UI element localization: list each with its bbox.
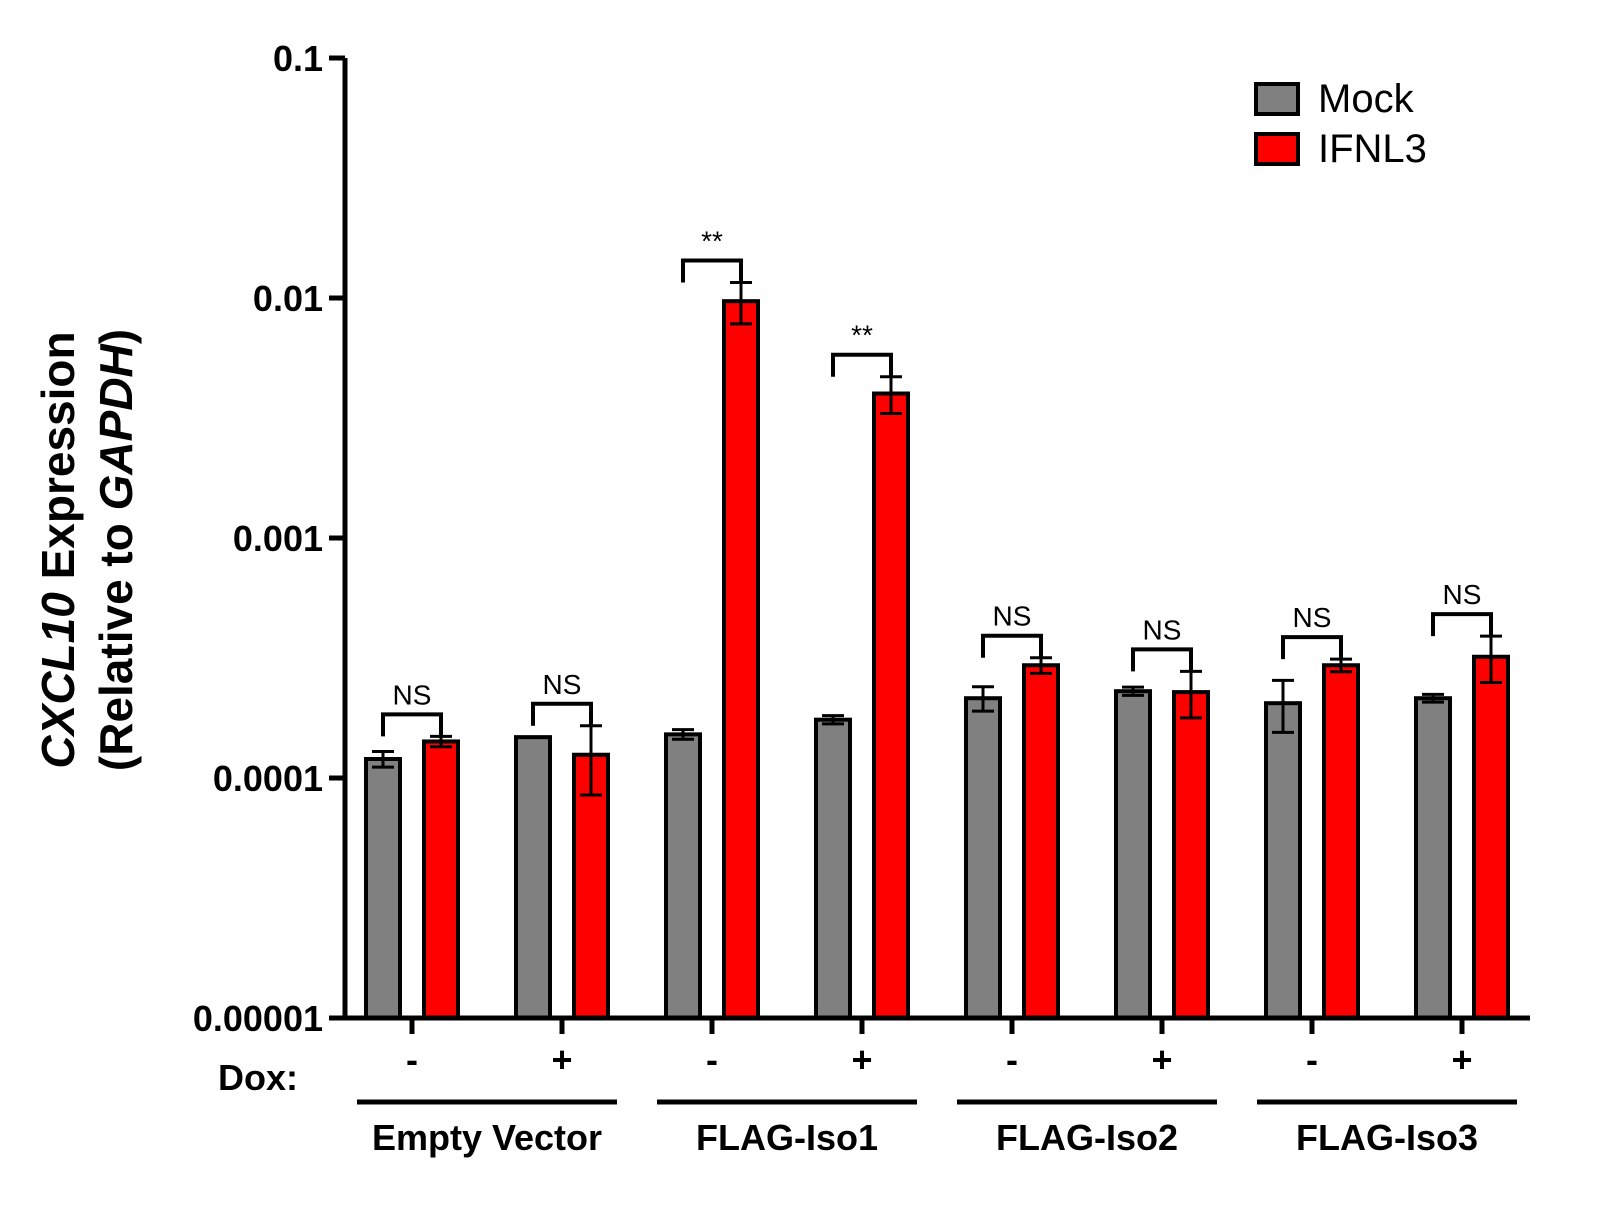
significance-label: NS (1143, 614, 1182, 645)
bar-ifnl3 (422, 739, 460, 1020)
bar-mock (514, 735, 552, 1021)
y-axis-title-line1: CXCL10 Expression (32, 331, 84, 768)
bar-mock (664, 732, 702, 1020)
dox-category-label: + (1451, 1039, 1472, 1080)
bar-ifnl3 (872, 391, 910, 1020)
legend-swatch-mock (1254, 82, 1300, 116)
dox-category-label: - (1306, 1039, 1318, 1080)
legend-label-ifnl3: IFNL3 (1318, 127, 1427, 171)
significance-bracket (1281, 635, 1343, 660)
bar-ifnl3 (1472, 654, 1510, 1020)
bar-mock (964, 696, 1002, 1020)
y-tick-label: 0.00001 (193, 998, 323, 1039)
y-tick-label: 0.001 (233, 518, 323, 559)
dox-category-label: + (1151, 1039, 1172, 1080)
significance-label: NS (543, 669, 582, 700)
significance-bracket (531, 701, 593, 726)
bar-ifnl3 (1322, 663, 1360, 1021)
y-tick-label: 0.1 (273, 38, 323, 79)
group-label: Empty Vector (372, 1117, 602, 1158)
significance-label: NS (993, 601, 1032, 632)
legend: Mock IFNL3 (1254, 77, 1427, 171)
group-label: FLAG-Iso1 (696, 1117, 878, 1158)
bar-ifnl3 (1172, 690, 1210, 1020)
bar-mock (364, 756, 402, 1021)
significance-bracket (681, 258, 743, 283)
significance-bracket (1131, 647, 1193, 672)
y-axis-title-relative: (Relative to (90, 510, 142, 771)
bar-ifnl3 (722, 299, 760, 1020)
legend-swatch-ifnl3 (1254, 132, 1300, 166)
y-axis-title-gene: CXCL10 (32, 592, 84, 769)
dox-category-label: - (706, 1039, 718, 1080)
group-label: FLAG-Iso3 (1296, 1117, 1478, 1158)
dox-row-label: Dox: (218, 1057, 298, 1098)
bar-mock (1264, 701, 1302, 1020)
y-axis-title: CXCL10 Expression (Relative to GAPDH) (32, 329, 142, 771)
bar-ifnl3 (1022, 663, 1060, 1021)
bar-mock (814, 717, 852, 1021)
significance-bracket (1431, 612, 1493, 637)
significance-bracket (831, 352, 893, 377)
significance-bracket (981, 633, 1043, 658)
bar-mock (1414, 696, 1452, 1020)
dox-category-label: + (551, 1039, 572, 1080)
x-axis: - + - + - + - + (345, 1015, 1530, 1080)
significance-bracket (381, 712, 443, 737)
y-axis: 0.00001 0.0001 0.001 0.01 0.1 (193, 38, 348, 1039)
bar-mock (1114, 689, 1152, 1020)
y-axis-title-close-paren: ) (90, 329, 142, 344)
significance-label: NS (1293, 602, 1332, 633)
group-label: FLAG-Iso2 (996, 1117, 1178, 1158)
y-tick-label: 0.01 (253, 278, 323, 319)
legend-label-mock: Mock (1318, 77, 1415, 121)
significance-label: ** (701, 226, 723, 257)
significance-label: ** (851, 320, 873, 351)
y-axis-title-reference-gene: GAPDH (90, 343, 142, 510)
group-labels: Empty Vector FLAG-Iso1 FLAG-Iso2 FLAG-Iso3 (357, 1099, 1517, 1158)
dox-category-label: - (1006, 1039, 1018, 1080)
dox-category-label: + (851, 1039, 872, 1080)
significance-label: NS (393, 679, 432, 710)
dox-category-label: - (406, 1039, 418, 1080)
y-tick-label: 0.0001 (213, 758, 323, 799)
significance-annotations: NS NS ** ** NS NS NS NS (381, 226, 1493, 737)
significance-label: NS (1443, 579, 1482, 610)
y-axis-title-expression: Expression (32, 331, 84, 592)
y-axis-title-line2: (Relative to GAPDH) (90, 329, 142, 771)
